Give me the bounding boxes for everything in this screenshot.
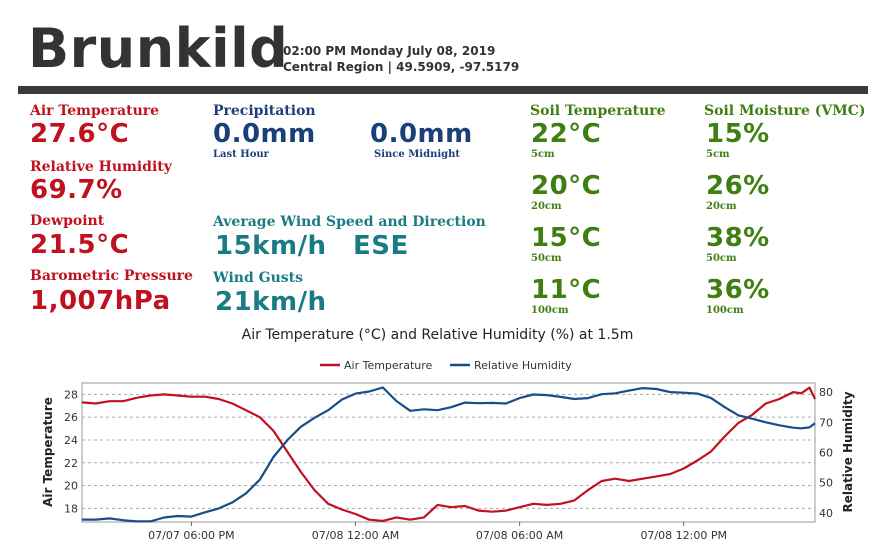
dewpoint-value: 21.5°C xyxy=(30,230,130,260)
wind-gusts-value: 21km/h xyxy=(215,287,327,317)
left-tick-label: 22 xyxy=(64,457,78,470)
chart-legend: Air Temperature Relative Humidity xyxy=(320,359,572,372)
wind-gusts-label: Wind Gusts xyxy=(213,270,304,286)
soil-temp-50cm-value: 15°C xyxy=(531,223,602,253)
left-axis-ticks: 18 20 22 24 26 28 xyxy=(64,388,78,515)
series-lines xyxy=(81,386,816,523)
average-wind-speed: 15km/h xyxy=(215,231,327,261)
relative-humidity-value: 69.7% xyxy=(30,175,123,205)
soil-temp-5cm-depth: 5cm xyxy=(531,149,555,160)
x-tick-label: 07/08 12:00 PM xyxy=(640,529,727,542)
soil-temp-5cm-value: 22°C xyxy=(531,119,602,149)
soil-temp-100cm-value: 11°C xyxy=(531,275,602,305)
barometric-pressure-label: Barometric Pressure xyxy=(30,268,193,284)
station-region-coordinates: Central Region | 49.5909, -97.5179 xyxy=(283,60,520,74)
soil-temp-20cm-value: 20°C xyxy=(531,171,602,201)
x-tick-label: 07/08 12:00 AM xyxy=(312,529,399,542)
precipitation-label: Precipitation xyxy=(213,103,316,119)
soil-temp-50cm-depth: 50cm xyxy=(531,253,562,264)
station-name: Brunkild xyxy=(28,17,289,80)
legend-label-temperature[interactable]: Air Temperature xyxy=(344,359,433,372)
left-axis-title: Air Temperature xyxy=(41,397,55,507)
soil-moisture-100cm-depth: 100cm xyxy=(706,305,744,316)
right-tick-label: 80 xyxy=(819,386,833,399)
relative-humidity-label: Relative Humidity xyxy=(30,159,172,175)
x-axis-ticks: 07/07 06:00 PM 07/08 12:00 AM 07/08 06:00 … xyxy=(148,522,727,542)
precip-last-hour-label: Last Hour xyxy=(213,149,269,160)
legend-label-humidity[interactable]: Relative Humidity xyxy=(474,359,572,372)
soil-moisture-50cm-value: 38% xyxy=(706,223,770,253)
left-tick-label: 20 xyxy=(64,480,78,493)
left-tick-label: 28 xyxy=(64,388,78,401)
temperature-humidity-chart: Air Temperature Relative Humidity 18 20 22… xyxy=(41,359,855,542)
air-temperature-label: Air Temperature xyxy=(30,103,160,119)
right-tick-label: 70 xyxy=(819,416,833,429)
right-tick-label: 40 xyxy=(819,507,833,520)
right-axis-ticks: 40 50 60 70 80 xyxy=(819,386,833,520)
observation-datetime: 02:00 PM Monday July 08, 2019 xyxy=(283,44,496,58)
barometric-pressure-value: 1,007hPa xyxy=(30,286,171,316)
soil-moisture-5cm-depth: 5cm xyxy=(706,149,730,160)
dewpoint-label: Dewpoint xyxy=(30,213,105,229)
x-tick-label: 07/08 06:00 AM xyxy=(476,529,563,542)
header-divider xyxy=(18,86,868,94)
chart-title: Air Temperature (°C) and Relative Humidi… xyxy=(241,327,634,343)
soil-temp-100cm-depth: 100cm xyxy=(531,305,569,316)
precip-since-midnight-value: 0.0mm xyxy=(370,119,473,149)
precip-since-midnight-label: Since Midnight xyxy=(374,149,461,160)
air-temperature-line xyxy=(81,386,816,522)
soil-temperature-label: Soil Temperature xyxy=(530,103,666,119)
plot-area xyxy=(81,382,816,523)
left-tick-label: 18 xyxy=(64,502,78,515)
relative-humidity-line xyxy=(82,386,816,523)
x-tick-label: 07/07 06:00 PM xyxy=(148,529,235,542)
left-tick-label: 24 xyxy=(64,434,78,447)
average-wind-label: Average Wind Speed and Direction xyxy=(213,214,486,230)
right-tick-label: 50 xyxy=(819,477,833,490)
soil-moisture-50cm-depth: 50cm xyxy=(706,253,737,264)
soil-temp-20cm-depth: 20cm xyxy=(531,201,562,212)
air-temperature-value: 27.6°C xyxy=(30,119,130,149)
soil-moisture-100cm-value: 36% xyxy=(706,275,770,305)
right-axis-title: Relative Humidity xyxy=(841,391,855,512)
soil-moisture-5cm-value: 15% xyxy=(706,119,770,149)
left-tick-label: 26 xyxy=(64,411,78,424)
gridlines xyxy=(82,393,815,509)
precip-last-hour-value: 0.0mm xyxy=(213,119,316,149)
right-tick-label: 60 xyxy=(819,447,833,460)
soil-moisture-20cm-value: 26% xyxy=(706,171,770,201)
soil-moisture-20cm-depth: 20cm xyxy=(706,201,737,212)
average-wind-direction: ESE xyxy=(353,231,409,261)
soil-moisture-label: Soil Moisture (VMC) xyxy=(704,103,866,119)
